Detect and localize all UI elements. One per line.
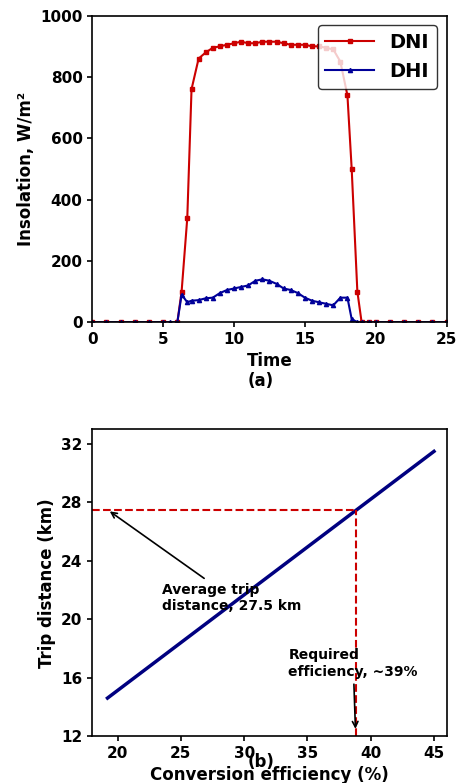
Line: DHI: DHI: [90, 277, 449, 324]
DNI: [174, 317, 180, 327]
DNI: [359, 317, 365, 327]
DHI: [330, 301, 336, 310]
DNI: [260, 37, 265, 46]
Text: (a): (a): [247, 372, 274, 390]
DNI: [444, 317, 449, 327]
DNI: [288, 40, 293, 49]
DNI: [196, 54, 201, 63]
DNI: [429, 317, 435, 327]
DHI: [288, 285, 293, 294]
DHI: [401, 317, 407, 327]
DHI: [167, 317, 173, 327]
DHI: [90, 317, 95, 327]
DHI: [345, 293, 350, 302]
DNI: [104, 317, 109, 327]
DNI: [179, 287, 184, 296]
DHI: [337, 293, 343, 302]
Legend: DNI, DHI: DNI, DHI: [318, 25, 437, 88]
DNI: [330, 45, 336, 54]
X-axis label: Conversion efficiency (%): Conversion efficiency (%): [150, 767, 389, 783]
DHI: [387, 317, 393, 327]
DHI: [302, 293, 308, 302]
DNI: [90, 317, 95, 327]
DNI: [373, 317, 379, 327]
DNI: [345, 91, 350, 100]
DNI: [146, 317, 152, 327]
DHI: [355, 317, 360, 327]
DHI: [196, 295, 201, 305]
DHI: [281, 283, 286, 293]
DHI: [146, 317, 152, 327]
DNI: [309, 41, 315, 51]
DHI: [174, 317, 180, 327]
Line: DNI: DNI: [90, 40, 449, 324]
DHI: [210, 293, 216, 302]
DNI: [189, 85, 194, 94]
DHI: [184, 298, 190, 307]
DHI: [224, 285, 230, 294]
DNI: [267, 37, 273, 46]
DNI: [295, 40, 301, 49]
DHI: [295, 288, 301, 298]
DNI: [217, 41, 223, 51]
DNI: [415, 317, 421, 327]
DNI: [160, 317, 166, 327]
DHI: [429, 317, 435, 327]
DNI: [184, 213, 190, 222]
DHI: [203, 294, 209, 303]
DNI: [246, 38, 251, 48]
DHI: [104, 317, 109, 327]
DNI: [355, 287, 360, 296]
DNI: [401, 317, 407, 327]
Text: Required
efficiency, ~39%: Required efficiency, ~39%: [289, 648, 418, 727]
Y-axis label: Insolation, W/m²: Insolation, W/m²: [17, 92, 35, 246]
DNI: [337, 57, 343, 67]
DHI: [217, 288, 223, 298]
DNI: [366, 317, 372, 327]
DHI: [260, 275, 265, 284]
DNI: [238, 37, 244, 46]
Text: (b): (b): [247, 753, 274, 771]
DHI: [273, 280, 279, 289]
DHI: [231, 283, 237, 293]
DNI: [302, 40, 308, 49]
DHI: [132, 317, 137, 327]
DHI: [189, 296, 194, 305]
DNI: [210, 43, 216, 52]
Y-axis label: Trip distance (km): Trip distance (km): [37, 498, 55, 668]
DHI: [415, 317, 421, 327]
DHI: [444, 317, 449, 327]
DHI: [373, 317, 379, 327]
DHI: [309, 296, 315, 305]
DNI: [273, 37, 279, 46]
DHI: [366, 317, 372, 327]
DHI: [160, 317, 166, 327]
DHI: [349, 315, 355, 324]
DHI: [179, 290, 184, 299]
DHI: [359, 317, 365, 327]
DHI: [238, 282, 244, 291]
DNI: [203, 48, 209, 57]
DNI: [387, 317, 393, 327]
DNI: [281, 38, 286, 48]
DHI: [118, 317, 124, 327]
DHI: [323, 299, 329, 309]
DNI: [231, 38, 237, 48]
DNI: [323, 43, 329, 52]
DHI: [253, 276, 258, 286]
DNI: [349, 164, 355, 174]
DHI: [246, 281, 251, 290]
DNI: [132, 317, 137, 327]
DHI: [267, 276, 273, 286]
Text: Average trip
distance, 27.5 km: Average trip distance, 27.5 km: [111, 512, 301, 613]
DNI: [118, 317, 124, 327]
DNI: [224, 40, 230, 49]
X-axis label: Time: Time: [246, 352, 292, 370]
DNI: [253, 38, 258, 48]
DHI: [316, 298, 322, 307]
DNI: [316, 41, 322, 51]
